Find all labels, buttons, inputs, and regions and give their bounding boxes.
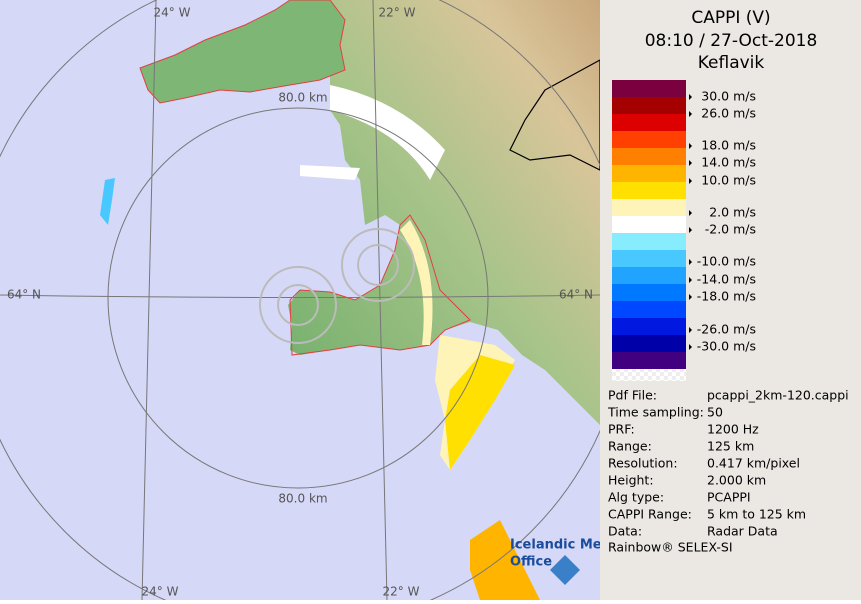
scale-tick — [689, 227, 692, 233]
scale-swatch — [612, 182, 686, 199]
scale-tick — [689, 111, 692, 117]
info-label: Range: — [608, 439, 652, 454]
range-label: 80.0 km — [278, 91, 327, 105]
info-value: 50 — [707, 405, 723, 420]
echo-blue — [100, 178, 115, 225]
peninsula-north — [139, 0, 346, 104]
scale-swatch — [612, 352, 686, 369]
panel-title: CAPPI (V) — [691, 8, 770, 28]
scale-swatch — [612, 233, 686, 250]
scale-nodata — [612, 369, 686, 381]
scale-tick — [689, 294, 692, 300]
logo-text: Icelandic Met — [510, 538, 608, 553]
lat-label: 64° N — [559, 288, 593, 302]
info-label: Data: — [608, 524, 642, 539]
scale-swatch — [612, 301, 686, 318]
info-value: PCAPPI — [707, 490, 751, 505]
lon-label: 24° W — [154, 6, 191, 20]
footer: Rainbow® SELEX-SI — [608, 540, 733, 555]
scale-tick — [689, 143, 692, 149]
scale-swatch — [612, 148, 686, 165]
scale-tick — [689, 178, 692, 184]
coast-outline — [289, 214, 471, 356]
scale-swatch — [612, 318, 686, 335]
scale-label: 30.0 m/s — [701, 89, 756, 104]
panel-time: 08:10 / 27-Oct-2018 — [645, 31, 818, 51]
scale-label: 2.0 m/s — [709, 205, 756, 220]
scale-swatch — [612, 165, 686, 182]
scale-swatch — [612, 216, 686, 233]
scale-tick — [689, 160, 692, 166]
side-panel: CAPPI (V) 08:10 / 27-Oct-2018 Keflavik R… — [600, 0, 861, 600]
lon-label: 24° W — [142, 585, 179, 599]
scale-swatch — [612, 335, 686, 352]
radar-rings — [259, 228, 415, 344]
scale-label: -2.0 m/s — [705, 222, 756, 237]
info-label: PRF: — [608, 422, 635, 437]
info-label: CAPPI Range: — [608, 507, 692, 522]
info-value: 0.417 km/pixel — [707, 456, 800, 471]
info-value: 2.000 km — [707, 473, 766, 488]
scale-tick — [689, 344, 692, 350]
scale-label: 10.0 m/s — [701, 173, 756, 188]
scale-label: -26.0 m/s — [697, 322, 756, 337]
scale-swatch — [612, 97, 686, 114]
scale-label: -18.0 m/s — [697, 289, 756, 304]
info-label: Height: — [608, 473, 654, 488]
info-label: Time sampling: — [607, 405, 704, 420]
scale-swatch — [612, 267, 686, 284]
scale-swatch — [612, 284, 686, 301]
scale-label: -10.0 m/s — [697, 254, 756, 269]
panel-site: Keflavik — [698, 53, 765, 73]
lat-label: 64° N — [7, 288, 41, 302]
scale-tick — [689, 277, 692, 283]
scale-label: 18.0 m/s — [701, 138, 756, 153]
scale-tick — [689, 210, 692, 216]
echo-white — [300, 165, 360, 180]
scale-swatch — [612, 114, 686, 131]
info-value: 5 km to 125 km — [707, 507, 806, 522]
info-label: Resolution: — [608, 456, 678, 471]
scale-swatch — [612, 131, 686, 148]
scale-tick — [689, 327, 692, 333]
logo: Icelandic Met Office — [510, 538, 608, 585]
scale-label: -14.0 m/s — [697, 272, 756, 287]
scale-label: -30.0 m/s — [697, 339, 756, 354]
info-value: Radar Data — [707, 524, 778, 539]
range-label: 80.0 km — [278, 492, 327, 506]
echo-orange — [470, 520, 540, 600]
scale-label: 14.0 m/s — [701, 155, 756, 170]
scale-label: 26.0 m/s — [701, 106, 756, 121]
echo-white — [330, 85, 445, 180]
info-value: pcappi_2km-120.cappi — [707, 388, 849, 403]
info-value: 125 km — [707, 439, 754, 454]
info-label: Alg type: — [608, 490, 664, 505]
scale-swatch — [612, 80, 686, 97]
logo-mark — [550, 555, 580, 585]
echo-yellow — [445, 355, 515, 470]
scale-tick — [689, 94, 692, 100]
lon-label: 22° W — [379, 6, 416, 20]
scale-swatch — [612, 199, 686, 216]
echo-cream — [400, 220, 433, 345]
map: 24° W 22° W 24° W 22° W 64° N 64° N 80.0… — [0, 0, 629, 604]
lon-label: 22° W — [383, 585, 420, 599]
info-value: 1200 Hz — [707, 422, 759, 437]
info-label: Pdf File: — [608, 388, 657, 403]
logo-text: Office — [510, 555, 552, 570]
scale-swatch — [612, 250, 686, 267]
scale-tick — [689, 259, 692, 265]
